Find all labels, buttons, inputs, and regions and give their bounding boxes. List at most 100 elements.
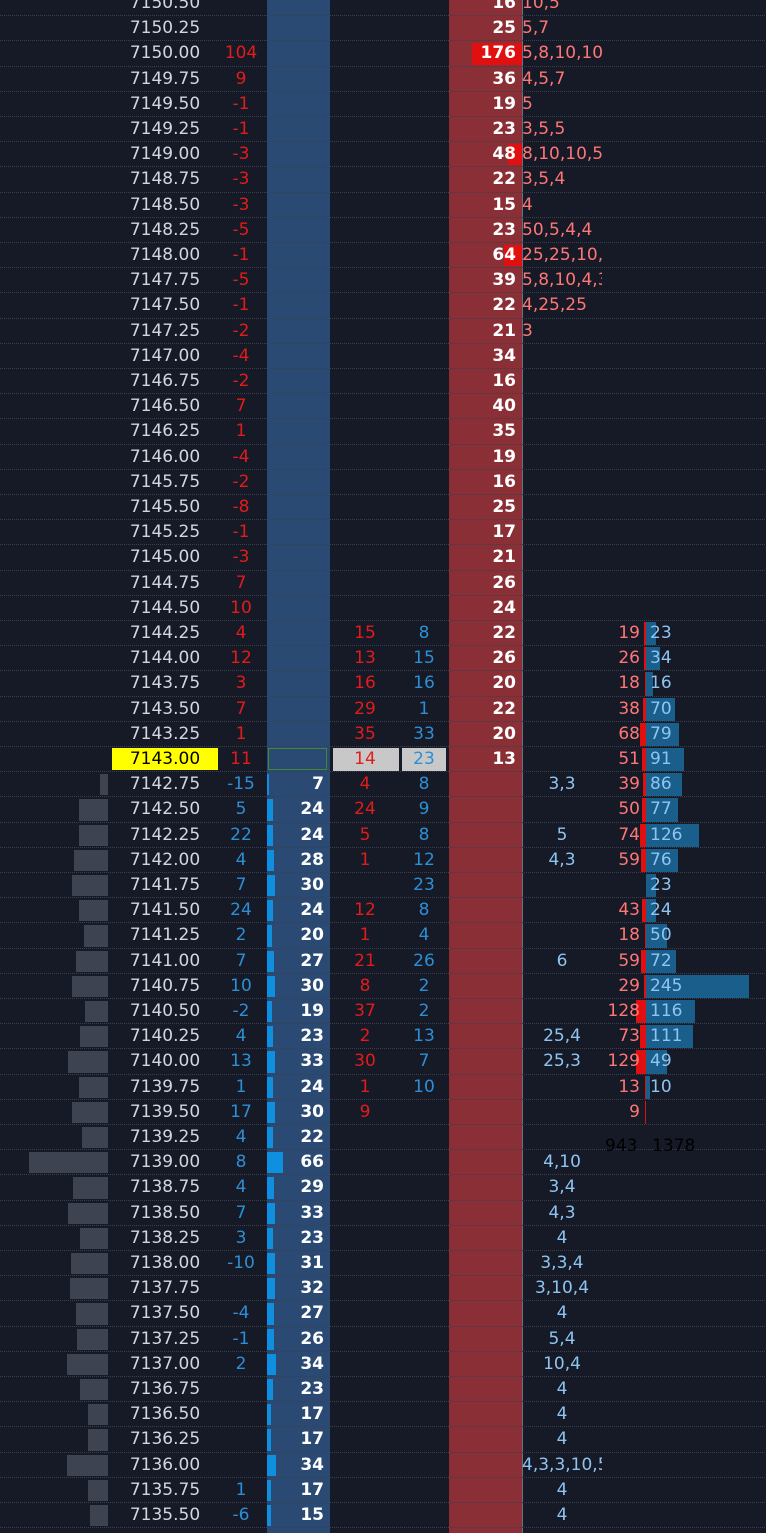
price-cell[interactable]: 7145.50 (129, 497, 201, 517)
ladder-row[interactable]: 7138.00 -10 31 3,3,4 (0, 1251, 766, 1277)
ask-size-cell[interactable] (450, 949, 516, 974)
ladder-row[interactable]: 7135.75 1 17 4 (0, 1478, 766, 1503)
bid-size-cell[interactable]: 23 (300, 1379, 324, 1399)
bid-size-cell[interactable] (270, 470, 324, 495)
ask-size-cell[interactable] (450, 772, 516, 797)
ladder-row[interactable]: 7138.75 4 29 3,4 (0, 1175, 766, 1201)
ask-size-cell[interactable] (450, 823, 516, 848)
ladder-row[interactable]: 7147.75 -5 39 5,8,10,4,3 (0, 268, 766, 294)
ask-size-cell[interactable]: 25 (492, 18, 516, 39)
ask-size-cell[interactable] (450, 923, 516, 948)
ask-size-cell[interactable]: 48 (492, 144, 516, 165)
ladder-row[interactable]: 7140.75 10 30 8 2 29 245 (0, 974, 766, 999)
bid-size-cell[interactable] (270, 319, 324, 344)
ask-size-cell[interactable] (450, 1402, 516, 1427)
ask-size-cell[interactable]: 23 (492, 119, 516, 139)
price-cell[interactable]: 7149.25 (129, 119, 201, 139)
price-cell[interactable]: 7140.25 (129, 1026, 201, 1047)
price-cell[interactable]: 7139.25 (129, 1127, 201, 1147)
ladder-row[interactable]: 7146.25 1 35 (0, 419, 766, 445)
ladder-row[interactable]: 7147.50 -1 22 4,25,25 (0, 293, 766, 319)
price-cell[interactable]: 7147.00 (129, 345, 201, 366)
ladder-row[interactable]: 7144.00 12 13 15 26 26 34 (0, 646, 766, 672)
bid-size-cell[interactable]: 33 (300, 1051, 324, 1072)
ladder-row[interactable]: 7149.25 -1 23 3,5,5 (0, 117, 766, 143)
price-cell[interactable]: 7139.50 (129, 1101, 201, 1122)
ladder-row[interactable]: 7145.50 -8 25 (0, 495, 766, 521)
bid-size-cell[interactable]: 22 (300, 1127, 324, 1147)
bid-size-cell[interactable]: 26 (300, 1328, 324, 1349)
bid-size-cell[interactable] (270, 571, 324, 596)
ladder-row[interactable]: 7146.75 -2 16 (0, 369, 766, 395)
ask-size-cell[interactable] (450, 999, 516, 1024)
ask-size-cell[interactable]: 21 (492, 547, 516, 568)
ask-size-cell[interactable] (450, 1024, 516, 1049)
ask-size-cell[interactable] (450, 1150, 516, 1175)
ladder-row[interactable]: 7143.75 3 16 16 20 18 16 (0, 671, 766, 697)
ask-size-cell[interactable]: 40 (492, 396, 516, 417)
price-cell[interactable]: 7146.25 (129, 421, 201, 442)
bid-size-cell[interactable] (270, 445, 324, 470)
ladder-row[interactable]: 7140.50 -2 19 37 2 128 116 (0, 999, 766, 1025)
ladder-row[interactable]: 7148.75 -3 22 3,5,4 (0, 167, 766, 193)
price-cell[interactable]: 7143.75 (129, 673, 201, 694)
ask-size-cell[interactable]: 26 (492, 648, 516, 669)
ask-size-cell[interactable] (450, 1125, 516, 1150)
ladder-row[interactable]: 7141.50 24 24 12 8 43 24 (0, 898, 766, 924)
bid-size-cell[interactable] (270, 697, 324, 722)
bid-size-cell[interactable] (270, 545, 324, 570)
ask-size-cell[interactable]: 16 (492, 371, 516, 391)
ladder-row[interactable]: 7146.00 -4 19 (0, 445, 766, 470)
price-cell[interactable]: 7138.75 (129, 1177, 201, 1198)
ask-size-cell[interactable] (450, 1226, 516, 1251)
ladder-row[interactable]: 7144.75 7 26 (0, 571, 766, 596)
ask-size-cell[interactable] (450, 1075, 516, 1100)
ask-size-cell[interactable]: 23 (492, 219, 516, 240)
price-cell[interactable]: 7140.50 (129, 1001, 201, 1021)
ladder-row[interactable]: 7142.50 5 24 24 9 50 77 (0, 797, 766, 823)
bid-size-cell[interactable] (270, 268, 324, 293)
bid-size-cell[interactable]: 23 (300, 1227, 324, 1248)
bid-size-cell[interactable] (270, 243, 324, 268)
price-cell[interactable]: 7142.75 (129, 774, 201, 795)
bid-size-cell[interactable] (270, 16, 324, 41)
ask-size-cell[interactable]: 176 (480, 43, 517, 64)
ask-size-cell[interactable] (450, 1276, 516, 1301)
bid-size-cell[interactable]: 33 (300, 1202, 324, 1223)
ladder-row[interactable]: 7148.50 -3 15 4 (0, 193, 766, 218)
ask-size-cell[interactable] (450, 1453, 516, 1478)
ask-size-cell[interactable]: 64 (492, 245, 516, 265)
price-cell[interactable]: 7136.25 (129, 1429, 201, 1450)
price-cell[interactable]: 7143.50 (129, 698, 201, 719)
price-cell[interactable]: 7141.50 (129, 900, 201, 921)
price-cell[interactable]: 7148.00 (129, 245, 201, 265)
bid-size-cell[interactable] (270, 621, 324, 646)
price-cell[interactable]: 7147.50 (129, 295, 201, 316)
price-cell[interactable]: 7146.00 (129, 446, 201, 467)
price-cell[interactable]: 7141.25 (129, 925, 201, 946)
ask-size-cell[interactable]: 36 (492, 68, 516, 89)
bid-size-cell[interactable]: 31 (300, 1253, 324, 1273)
bid-size-cell[interactable]: 28 (300, 849, 324, 870)
bid-size-cell[interactable] (270, 419, 324, 444)
ladder-row[interactable]: 7138.50 7 33 4,3 (0, 1201, 766, 1226)
price-cell[interactable]: 7140.00 (129, 1051, 201, 1072)
ladder-row[interactable]: 7149.50 -1 19 5 (0, 92, 766, 117)
price-cell[interactable]: 7138.00 (129, 1253, 201, 1273)
bid-size-cell[interactable] (270, 193, 324, 218)
price-cell[interactable]: 7145.75 (129, 471, 201, 492)
bid-size-cell[interactable] (270, 0, 324, 16)
ask-size-cell[interactable] (450, 1251, 516, 1276)
ask-size-cell[interactable]: 25 (492, 497, 516, 517)
bid-size-cell[interactable]: 24 (300, 900, 324, 921)
ladder-row[interactable]: 7139.75 1 24 1 10 13 10 (0, 1075, 766, 1100)
price-cell[interactable]: 7141.00 (129, 950, 201, 971)
price-cell[interactable]: 7145.25 (129, 522, 201, 543)
price-cell[interactable]: 7142.00 (129, 849, 201, 870)
ladder-row[interactable]: 7137.25 -1 26 5,4 (0, 1327, 766, 1352)
ask-size-cell[interactable] (450, 1049, 516, 1074)
price-cell[interactable]: 7150.50 (129, 0, 201, 13)
bid-size-cell[interactable]: 34 (300, 1454, 324, 1475)
bid-size-cell[interactable]: 23 (300, 1026, 324, 1047)
ladder-row[interactable]: 7135.50 -6 15 4 (0, 1503, 766, 1529)
